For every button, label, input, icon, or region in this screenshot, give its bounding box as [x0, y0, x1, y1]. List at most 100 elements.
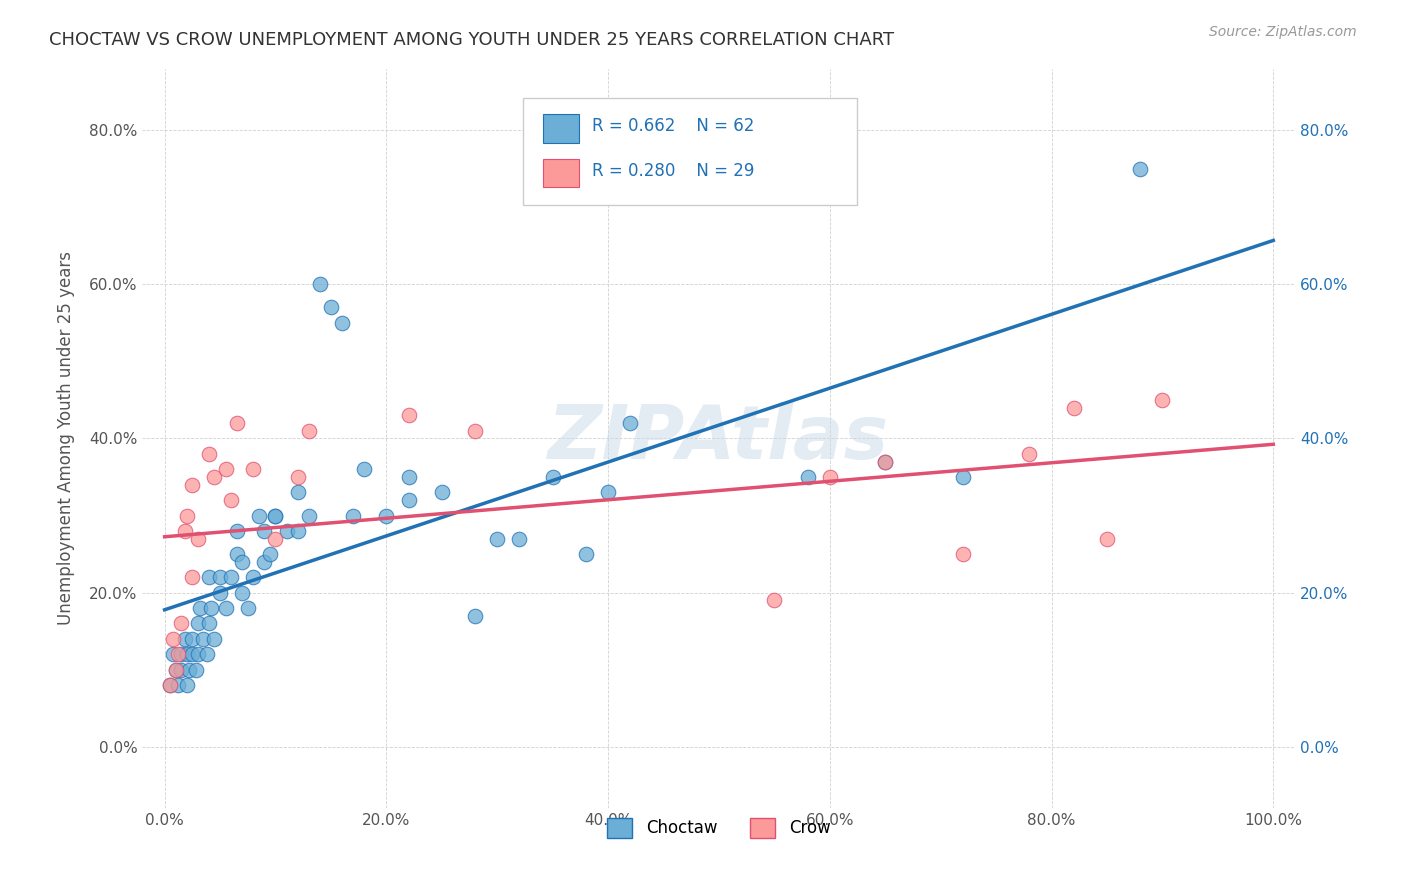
- Point: [287, 524, 309, 538]
- Point: [170, 663, 193, 677]
- Point: [952, 547, 974, 561]
- Point: [198, 616, 221, 631]
- Point: [276, 524, 298, 538]
- Point: [596, 485, 619, 500]
- Point: [253, 524, 276, 538]
- Point: [231, 585, 253, 599]
- Point: [165, 663, 187, 677]
- Point: [165, 663, 187, 677]
- Point: [193, 632, 215, 646]
- Point: [541, 470, 564, 484]
- Point: [486, 532, 509, 546]
- FancyBboxPatch shape: [523, 98, 858, 205]
- Point: [173, 632, 195, 646]
- Text: ZIPAtlas: ZIPAtlas: [548, 402, 890, 475]
- Point: [242, 462, 264, 476]
- Point: [177, 663, 200, 677]
- Point: [242, 570, 264, 584]
- Point: [287, 485, 309, 500]
- Point: [195, 648, 218, 662]
- Point: [159, 678, 181, 692]
- Point: [875, 454, 897, 468]
- Y-axis label: Unemployment Among Youth under 25 years: Unemployment Among Youth under 25 years: [58, 252, 75, 625]
- Text: Source: ZipAtlas.com: Source: ZipAtlas.com: [1209, 25, 1357, 39]
- Point: [219, 493, 242, 508]
- Point: [264, 508, 287, 523]
- Point: [187, 616, 209, 631]
- Point: [173, 524, 195, 538]
- Point: [1018, 447, 1040, 461]
- Point: [162, 632, 184, 646]
- Point: [619, 416, 641, 430]
- Bar: [543, 159, 579, 187]
- Point: [187, 648, 209, 662]
- Point: [236, 601, 259, 615]
- Point: [167, 678, 190, 692]
- Point: [1152, 392, 1174, 407]
- Point: [204, 632, 226, 646]
- Text: R = 0.662    N = 62: R = 0.662 N = 62: [592, 117, 755, 136]
- Point: [308, 277, 330, 292]
- Point: [181, 477, 204, 491]
- Point: [176, 678, 198, 692]
- Point: [181, 648, 204, 662]
- Point: [342, 508, 364, 523]
- Point: [796, 470, 818, 484]
- Point: [287, 470, 309, 484]
- Point: [225, 524, 247, 538]
- Point: [259, 547, 281, 561]
- Point: [508, 532, 530, 546]
- Legend: Choctaw, Crow: Choctaw, Crow: [600, 811, 837, 845]
- Point: [398, 470, 420, 484]
- Point: [208, 570, 231, 584]
- Point: [1129, 161, 1152, 176]
- Point: [198, 447, 221, 461]
- Point: [181, 632, 204, 646]
- Point: [208, 585, 231, 599]
- Point: [225, 416, 247, 430]
- Point: [170, 648, 193, 662]
- Point: [319, 301, 342, 315]
- Point: [184, 663, 207, 677]
- Point: [298, 508, 321, 523]
- Point: [167, 648, 190, 662]
- Point: [170, 616, 193, 631]
- Point: [247, 508, 270, 523]
- Point: [214, 601, 236, 615]
- Point: [398, 493, 420, 508]
- Point: [330, 316, 353, 330]
- Text: CHOCTAW VS CROW UNEMPLOYMENT AMONG YOUTH UNDER 25 YEARS CORRELATION CHART: CHOCTAW VS CROW UNEMPLOYMENT AMONG YOUTH…: [49, 31, 894, 49]
- Point: [176, 508, 198, 523]
- Point: [464, 608, 486, 623]
- Point: [162, 648, 184, 662]
- Point: [198, 570, 221, 584]
- Point: [875, 454, 897, 468]
- Bar: [543, 114, 579, 143]
- Point: [264, 532, 287, 546]
- Point: [214, 462, 236, 476]
- Point: [298, 424, 321, 438]
- Point: [231, 555, 253, 569]
- Point: [181, 570, 204, 584]
- Point: [200, 601, 222, 615]
- Point: [264, 508, 287, 523]
- Point: [575, 547, 598, 561]
- Point: [464, 424, 486, 438]
- Point: [763, 593, 786, 607]
- Point: [159, 678, 181, 692]
- Point: [187, 532, 209, 546]
- Point: [375, 508, 398, 523]
- Point: [204, 470, 226, 484]
- Point: [353, 462, 375, 476]
- Point: [219, 570, 242, 584]
- Point: [398, 409, 420, 423]
- Point: [430, 485, 453, 500]
- Point: [1095, 532, 1118, 546]
- Text: R = 0.280    N = 29: R = 0.280 N = 29: [592, 161, 755, 179]
- Point: [818, 470, 841, 484]
- Point: [225, 547, 247, 561]
- Point: [176, 648, 198, 662]
- Point: [188, 601, 211, 615]
- Point: [253, 555, 276, 569]
- Point: [1063, 401, 1085, 415]
